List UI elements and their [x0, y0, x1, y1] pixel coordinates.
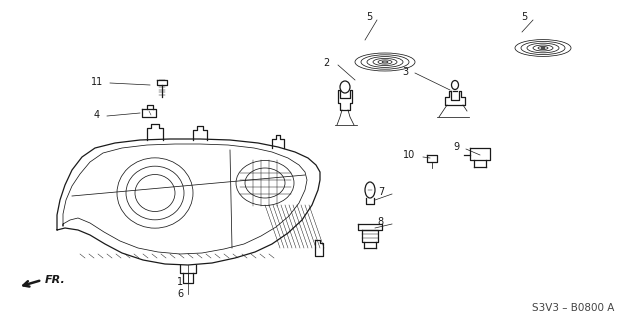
Text: 1: 1 — [177, 277, 183, 287]
Text: 4: 4 — [94, 110, 100, 120]
Text: FR.: FR. — [45, 275, 66, 285]
Text: 3: 3 — [402, 67, 408, 77]
Text: 2: 2 — [324, 58, 330, 68]
Text: 11: 11 — [91, 77, 103, 87]
Text: 6: 6 — [177, 289, 183, 299]
Text: 5: 5 — [521, 12, 527, 22]
Text: 5: 5 — [365, 12, 372, 22]
Text: S3V3 – B0800 A: S3V3 – B0800 A — [532, 303, 614, 313]
Text: 8: 8 — [378, 217, 384, 227]
Text: 9: 9 — [454, 142, 460, 152]
Text: 10: 10 — [403, 150, 415, 160]
Text: 7: 7 — [378, 187, 384, 197]
